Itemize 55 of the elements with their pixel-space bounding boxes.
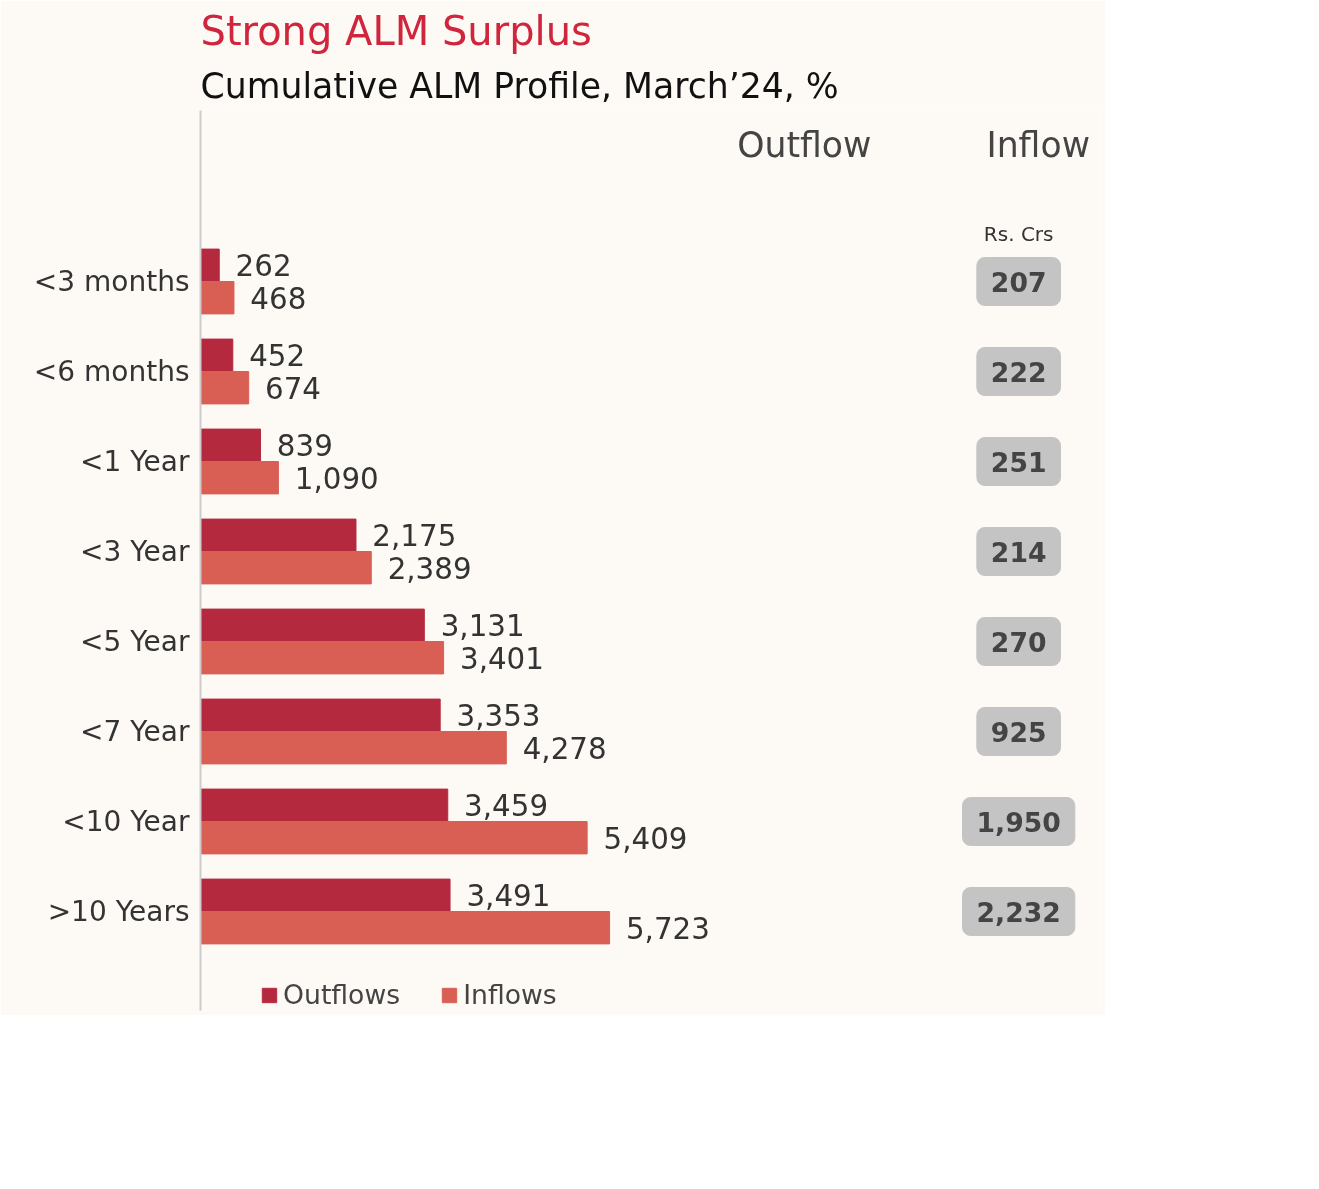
data-label: 3,459 <box>464 789 549 824</box>
bar <box>200 608 425 642</box>
text: 925 <box>990 716 1047 748</box>
y-tick-label: <7 Year <box>80 715 190 748</box>
data-label: 262 <box>235 249 292 284</box>
bar <box>200 551 372 585</box>
bar <box>200 821 588 855</box>
text: 2,232 <box>976 896 1061 928</box>
data-label: 452 <box>249 339 306 374</box>
bar <box>200 641 445 675</box>
data-label: 3,353 <box>456 699 541 734</box>
legend-label: Outflows <box>283 979 401 1010</box>
bar <box>200 248 220 282</box>
y-tick-label: <1 Year <box>80 445 190 478</box>
legend-label: Inflows <box>463 979 557 1010</box>
y-tick-label: <3 Year <box>80 535 190 568</box>
data-label: 2,389 <box>387 551 472 586</box>
bar <box>200 788 449 822</box>
bar <box>200 731 507 765</box>
chart-title: Strong ALM Surplus <box>200 7 592 54</box>
text: Inflow <box>986 125 1090 165</box>
data-label: 3,491 <box>466 879 551 914</box>
y-tick-label: <6 months <box>33 355 190 388</box>
bar <box>200 698 441 732</box>
bar <box>200 281 235 315</box>
text: 1,950 <box>976 806 1061 838</box>
data-label: 468 <box>250 281 307 316</box>
text: 207 <box>990 266 1047 298</box>
chart-subtitle: Cumulative ALM Profile, March’24, % <box>200 65 839 106</box>
data-label: 1,090 <box>294 461 379 496</box>
data-label: 3,401 <box>459 641 544 676</box>
y-tick-label: <3 months <box>33 265 190 298</box>
bar <box>200 428 261 462</box>
y-tick-label: >10 Years <box>47 895 190 928</box>
bar <box>200 878 451 912</box>
text: 214 <box>990 536 1047 568</box>
text: Rs. Crs <box>983 221 1054 246</box>
bar <box>200 338 234 372</box>
text: Outflow <box>737 125 872 165</box>
bar <box>200 518 357 552</box>
bar <box>200 911 611 945</box>
text: 270 <box>990 626 1047 658</box>
data-label: 2,175 <box>372 519 457 554</box>
data-label: 5,723 <box>625 911 710 946</box>
data-label: 3,131 <box>440 609 525 644</box>
bar <box>200 371 250 405</box>
data-label: 839 <box>276 429 333 464</box>
data-label: 5,409 <box>603 821 688 856</box>
text: 222 <box>990 356 1047 388</box>
bar <box>200 461 279 495</box>
data-label: 674 <box>265 371 322 406</box>
data-label: 4,278 <box>522 731 607 766</box>
y-tick-label: <10 Year <box>62 805 190 838</box>
y-tick-label: <5 Year <box>80 625 190 658</box>
text: 251 <box>990 446 1047 478</box>
